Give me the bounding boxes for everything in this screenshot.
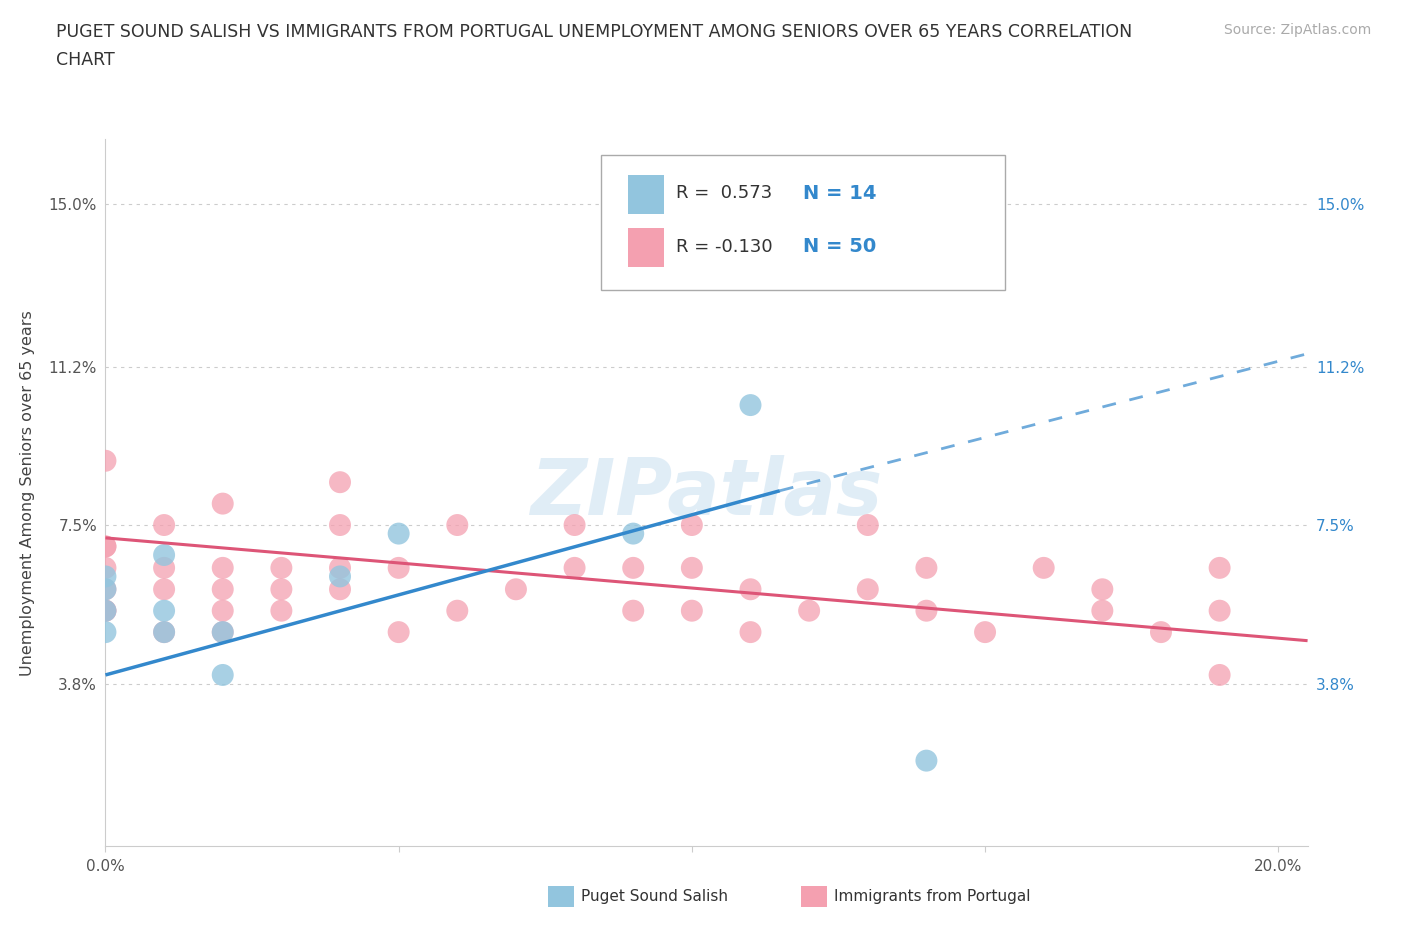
Point: [329, 582, 352, 597]
Point: [1208, 604, 1230, 618]
Point: [211, 582, 233, 597]
Point: [1208, 668, 1230, 683]
Point: [681, 561, 703, 576]
Point: [94, 604, 117, 618]
Point: [94, 539, 117, 554]
Point: [505, 582, 527, 597]
Point: [211, 625, 233, 640]
Point: [681, 518, 703, 533]
Text: ZIPatlas: ZIPatlas: [530, 455, 883, 531]
Point: [153, 561, 176, 576]
Point: [153, 548, 176, 563]
Text: PUGET SOUND SALISH VS IMMIGRANTS FROM PORTUGAL UNEMPLOYMENT AMONG SENIORS OVER 6: PUGET SOUND SALISH VS IMMIGRANTS FROM PO…: [56, 23, 1132, 41]
Point: [564, 518, 586, 533]
Point: [1032, 561, 1054, 576]
Point: [94, 625, 117, 640]
Point: [211, 561, 233, 576]
Point: [329, 569, 352, 584]
Point: [564, 561, 586, 576]
Point: [915, 561, 938, 576]
Point: [94, 569, 117, 584]
Point: [153, 582, 176, 597]
Point: [211, 604, 233, 618]
Point: [388, 561, 411, 576]
Point: [94, 582, 117, 597]
Point: [856, 582, 879, 597]
Point: [329, 518, 352, 533]
Text: N = 14: N = 14: [803, 184, 876, 203]
Y-axis label: Unemployment Among Seniors over 65 years: Unemployment Among Seniors over 65 years: [20, 310, 35, 676]
Point: [94, 582, 117, 597]
Point: [1208, 561, 1230, 576]
Point: [446, 518, 468, 533]
Text: Immigrants from Portugal: Immigrants from Portugal: [834, 889, 1031, 904]
Point: [740, 398, 762, 413]
Text: CHART: CHART: [56, 51, 115, 69]
Point: [329, 561, 352, 576]
Point: [388, 625, 411, 640]
Text: R =  0.573: R = 0.573: [676, 184, 773, 202]
Bar: [628, 228, 665, 267]
Point: [740, 582, 762, 597]
Point: [270, 561, 292, 576]
Point: [211, 497, 233, 512]
Point: [153, 604, 176, 618]
Point: [211, 668, 233, 683]
Point: [621, 604, 644, 618]
Point: [915, 753, 938, 768]
Point: [621, 526, 644, 541]
Text: Puget Sound Salish: Puget Sound Salish: [581, 889, 728, 904]
Point: [153, 625, 176, 640]
Point: [681, 604, 703, 618]
Point: [446, 604, 468, 618]
FancyBboxPatch shape: [600, 155, 1005, 290]
Point: [270, 582, 292, 597]
Text: Source: ZipAtlas.com: Source: ZipAtlas.com: [1223, 23, 1371, 37]
Point: [915, 604, 938, 618]
Text: R = -0.130: R = -0.130: [676, 238, 773, 256]
Point: [1091, 604, 1114, 618]
Text: N = 50: N = 50: [803, 237, 876, 257]
Point: [1150, 625, 1173, 640]
Point: [740, 625, 762, 640]
Point: [94, 453, 117, 468]
Point: [94, 604, 117, 618]
Point: [94, 539, 117, 554]
Point: [621, 561, 644, 576]
Point: [153, 625, 176, 640]
Point: [211, 625, 233, 640]
Point: [153, 518, 176, 533]
Point: [974, 625, 997, 640]
Point: [1091, 582, 1114, 597]
Point: [270, 604, 292, 618]
Point: [388, 526, 411, 541]
Bar: [628, 175, 665, 214]
Point: [94, 604, 117, 618]
Point: [94, 561, 117, 576]
Point: [329, 474, 352, 489]
Point: [797, 604, 820, 618]
Point: [856, 518, 879, 533]
